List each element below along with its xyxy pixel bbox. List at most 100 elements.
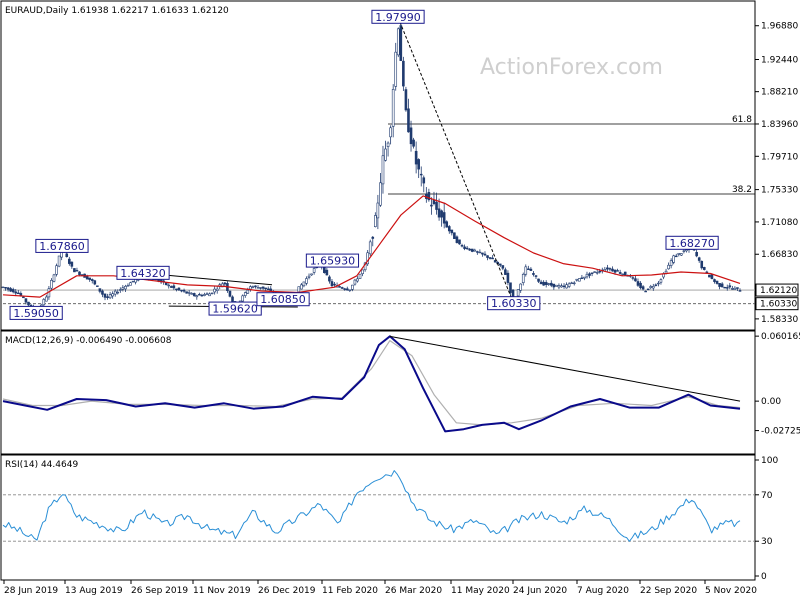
candle <box>93 279 97 286</box>
candle-body <box>328 276 331 282</box>
candle <box>618 269 622 275</box>
candle <box>606 264 609 272</box>
candle <box>544 280 548 288</box>
candle <box>488 256 492 260</box>
price-annotation: 1.97990 <box>371 9 425 24</box>
candle <box>470 248 474 253</box>
candle-body <box>305 278 308 284</box>
candle <box>412 137 415 149</box>
candle-body <box>243 292 247 296</box>
candle <box>243 291 247 298</box>
candle-body <box>93 280 97 285</box>
candle <box>256 285 260 289</box>
candle <box>68 256 71 266</box>
candle-body <box>616 270 619 272</box>
candle <box>101 289 104 298</box>
candle <box>414 141 418 174</box>
candle <box>519 283 522 293</box>
candle <box>417 158 420 179</box>
macd-line <box>2 335 741 433</box>
candle-body <box>409 127 413 145</box>
candle <box>348 289 352 293</box>
candle <box>302 281 306 288</box>
candle-body <box>17 292 20 295</box>
candle-body <box>52 274 56 282</box>
x-tick-label: 5 Nov 2020 <box>705 586 757 596</box>
candle <box>251 285 255 289</box>
candle <box>333 282 336 287</box>
candle-body <box>356 278 359 282</box>
candle-body <box>399 25 403 61</box>
candle-body <box>182 289 186 292</box>
candle-body <box>432 200 436 205</box>
candle-body <box>733 287 737 290</box>
candle <box>677 252 681 257</box>
candle-body <box>521 274 525 283</box>
candle-body <box>386 142 390 147</box>
candle-body <box>504 269 507 275</box>
candle-body <box>42 299 46 306</box>
candle-body <box>200 294 204 297</box>
candle-body <box>333 283 336 286</box>
candle <box>386 141 390 157</box>
candle <box>595 269 599 275</box>
candle-body <box>371 236 375 239</box>
candle <box>180 289 183 293</box>
candle-body <box>11 289 15 293</box>
price-annotation: 1.60850 <box>256 292 310 307</box>
current-price-tag-box <box>755 283 799 297</box>
candle <box>718 283 721 290</box>
candle-body <box>195 295 199 298</box>
candle <box>623 271 627 276</box>
candle <box>264 287 267 291</box>
macd-panel-frame <box>0 330 756 455</box>
candle-body <box>384 148 387 161</box>
candle <box>312 266 316 275</box>
candle <box>200 293 204 297</box>
candle-body <box>338 286 341 288</box>
macd-y-tick-label: -0.02725 <box>761 427 800 437</box>
candle <box>631 275 635 281</box>
candle <box>208 292 211 297</box>
candle-body <box>121 287 125 290</box>
candle-body <box>368 241 372 255</box>
candle-body <box>516 289 520 297</box>
candle <box>639 281 642 290</box>
candle-body <box>578 278 581 282</box>
candle <box>478 249 482 254</box>
candle <box>450 229 454 236</box>
candle <box>55 263 58 277</box>
candle-body <box>351 284 354 290</box>
candle-body <box>618 272 622 274</box>
candle <box>121 285 125 292</box>
candle <box>636 278 640 287</box>
candle-body <box>96 285 99 287</box>
candle-body <box>379 182 382 206</box>
candle <box>659 278 663 285</box>
annotation-label: 1.60330 <box>491 297 537 310</box>
candle <box>557 283 561 290</box>
candle-body <box>498 263 502 266</box>
candle-body <box>223 282 227 285</box>
candle <box>185 291 188 294</box>
candle-body <box>192 293 196 297</box>
candle-body <box>478 251 482 254</box>
candle-body <box>177 287 181 291</box>
annotation-label: 1.59620 <box>212 303 258 316</box>
candle <box>310 273 313 276</box>
candle <box>565 282 568 289</box>
candle-body <box>190 293 194 295</box>
x-tick-label: 11 Nov 2019 <box>193 586 251 596</box>
candle <box>396 27 400 58</box>
candle <box>368 239 372 256</box>
candle-body <box>90 279 94 281</box>
x-tick-label: 7 Aug 2020 <box>577 586 629 596</box>
candle-body <box>6 287 10 290</box>
decline-trendline <box>397 17 515 304</box>
candle <box>213 286 216 295</box>
annotation-label: 1.60850 <box>260 293 306 306</box>
candle-body <box>310 273 313 276</box>
candle <box>590 272 594 277</box>
candle-body <box>639 282 642 289</box>
candle-body <box>453 232 456 239</box>
